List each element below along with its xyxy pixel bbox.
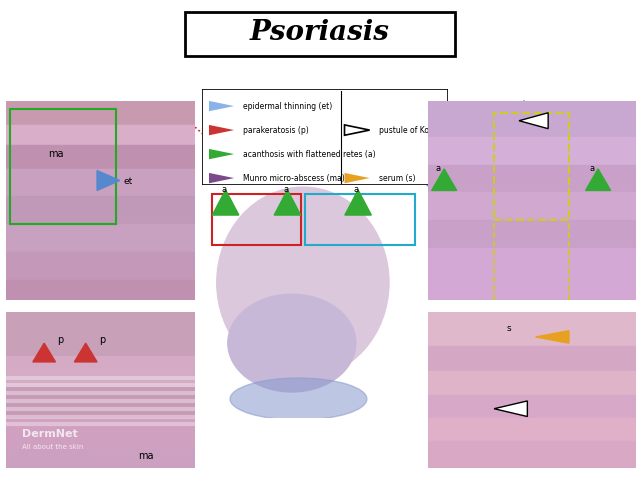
Bar [6,280,195,300]
Ellipse shape [217,187,389,378]
Text: Munro micro-abscess (ma): Munro micro-abscess (ma) [243,174,345,182]
Polygon shape [274,190,301,215]
Text: p: p [58,335,63,345]
Text: s: s [507,324,511,333]
Text: Psoriasis: Psoriasis [250,19,390,46]
Text: a: a [590,164,595,172]
Text: epidermal thinning (et): epidermal thinning (et) [243,102,333,110]
Polygon shape [209,173,234,183]
Bar [10,109,116,224]
Bar [6,252,195,280]
Bar [428,418,636,442]
Polygon shape [344,125,370,135]
Ellipse shape [230,378,367,420]
Bar [428,248,636,300]
Bar [6,196,195,224]
Polygon shape [494,401,527,417]
Text: a: a [354,185,359,194]
Bar [428,192,636,220]
Bar [428,347,636,372]
Bar [428,220,636,248]
Text: a: a [283,185,288,194]
Bar [428,395,636,418]
Bar [494,113,569,220]
Bar [428,165,636,192]
Polygon shape [519,113,548,129]
Bar [428,137,636,165]
Polygon shape [33,343,56,362]
FancyBboxPatch shape [185,12,455,56]
Bar [6,312,195,356]
Bar [6,144,195,168]
Bar [6,418,195,449]
Text: pustule of Kogoj (pk): pustule of Kogoj (pk) [379,126,458,134]
Bar [428,101,636,137]
Text: serum (s): serum (s) [379,174,415,182]
Polygon shape [345,190,371,215]
Text: a: a [221,185,227,194]
Bar [6,356,195,387]
Bar [305,194,415,245]
Bar [6,449,195,468]
Polygon shape [74,343,97,362]
Text: DermNet: DermNet [22,429,77,439]
Bar [428,372,636,395]
Ellipse shape [228,294,356,392]
Text: et: et [124,178,132,186]
Polygon shape [432,169,457,191]
Text: acanthosis with flattened retes (a): acanthosis with flattened retes (a) [243,150,376,158]
Polygon shape [209,125,234,135]
Polygon shape [209,101,234,111]
Text: ma: ma [48,149,63,158]
Bar [212,194,301,245]
Bar [6,224,195,252]
Bar [6,168,195,196]
Polygon shape [344,173,370,183]
Text: a: a [436,164,441,172]
Bar [6,101,195,125]
Text: All about the skin: All about the skin [22,444,83,450]
Polygon shape [212,190,239,215]
Bar [6,125,195,144]
Bar [6,387,195,418]
Polygon shape [97,170,120,191]
Text: p: p [99,335,105,345]
Polygon shape [536,331,569,343]
Bar [428,312,636,347]
Text: ma: ma [138,451,154,461]
Polygon shape [209,149,234,159]
Polygon shape [586,169,611,191]
Bar [428,442,636,468]
Text: parakeratosis (p): parakeratosis (p) [243,126,309,134]
